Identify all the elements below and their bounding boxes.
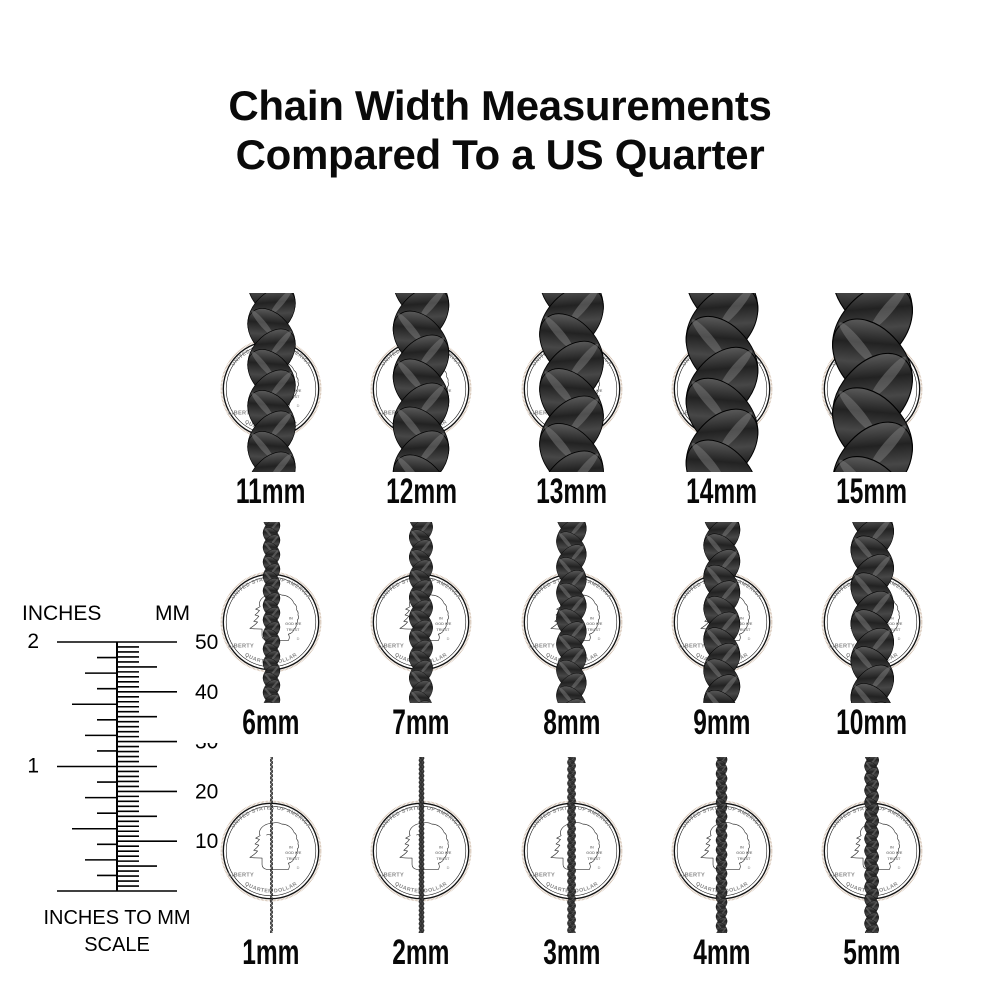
svg-text:1: 1	[27, 755, 39, 778]
svg-text:2: 2	[27, 630, 39, 653]
